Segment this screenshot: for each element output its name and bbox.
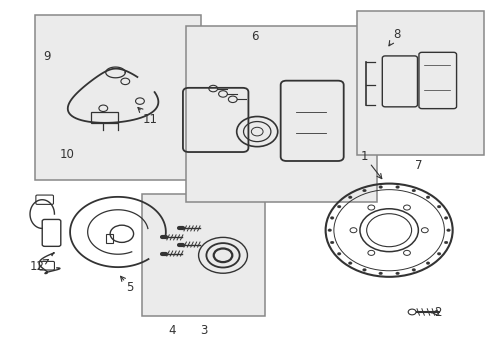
Circle shape xyxy=(404,250,411,255)
Circle shape xyxy=(437,205,441,208)
Text: 8: 8 xyxy=(389,28,400,46)
Circle shape xyxy=(426,196,430,199)
Text: 6: 6 xyxy=(251,30,259,43)
Circle shape xyxy=(328,229,332,231)
Circle shape xyxy=(330,217,334,219)
Circle shape xyxy=(408,309,416,315)
Circle shape xyxy=(348,196,352,199)
Bar xyxy=(106,234,113,243)
Bar xyxy=(91,112,118,123)
Circle shape xyxy=(437,252,441,255)
Circle shape xyxy=(363,189,367,192)
Text: 12: 12 xyxy=(30,260,49,273)
Text: 9: 9 xyxy=(43,50,51,63)
Circle shape xyxy=(444,241,448,244)
Circle shape xyxy=(337,205,341,208)
Text: 3: 3 xyxy=(200,324,207,337)
Circle shape xyxy=(379,272,383,275)
Text: 2: 2 xyxy=(431,306,442,319)
Text: 5: 5 xyxy=(121,276,134,294)
Circle shape xyxy=(337,252,341,255)
Circle shape xyxy=(396,186,399,188)
Circle shape xyxy=(404,205,411,210)
Bar xyxy=(35,15,201,180)
Circle shape xyxy=(412,189,416,192)
Text: 7: 7 xyxy=(415,159,422,172)
Circle shape xyxy=(426,262,430,265)
Text: 11: 11 xyxy=(138,108,157,126)
Text: 4: 4 xyxy=(168,324,175,337)
Bar xyxy=(143,194,265,316)
Circle shape xyxy=(412,269,416,271)
Text: 10: 10 xyxy=(59,148,74,161)
Circle shape xyxy=(379,186,383,188)
Circle shape xyxy=(447,229,450,231)
Circle shape xyxy=(368,250,375,255)
Text: 1: 1 xyxy=(361,150,382,179)
Circle shape xyxy=(363,269,367,271)
Bar xyxy=(357,12,485,155)
Circle shape xyxy=(348,262,352,265)
Bar xyxy=(186,26,377,202)
Circle shape xyxy=(421,228,428,233)
Circle shape xyxy=(350,228,357,233)
Circle shape xyxy=(368,205,375,210)
Circle shape xyxy=(330,241,334,244)
Circle shape xyxy=(396,272,399,275)
Circle shape xyxy=(444,217,448,219)
